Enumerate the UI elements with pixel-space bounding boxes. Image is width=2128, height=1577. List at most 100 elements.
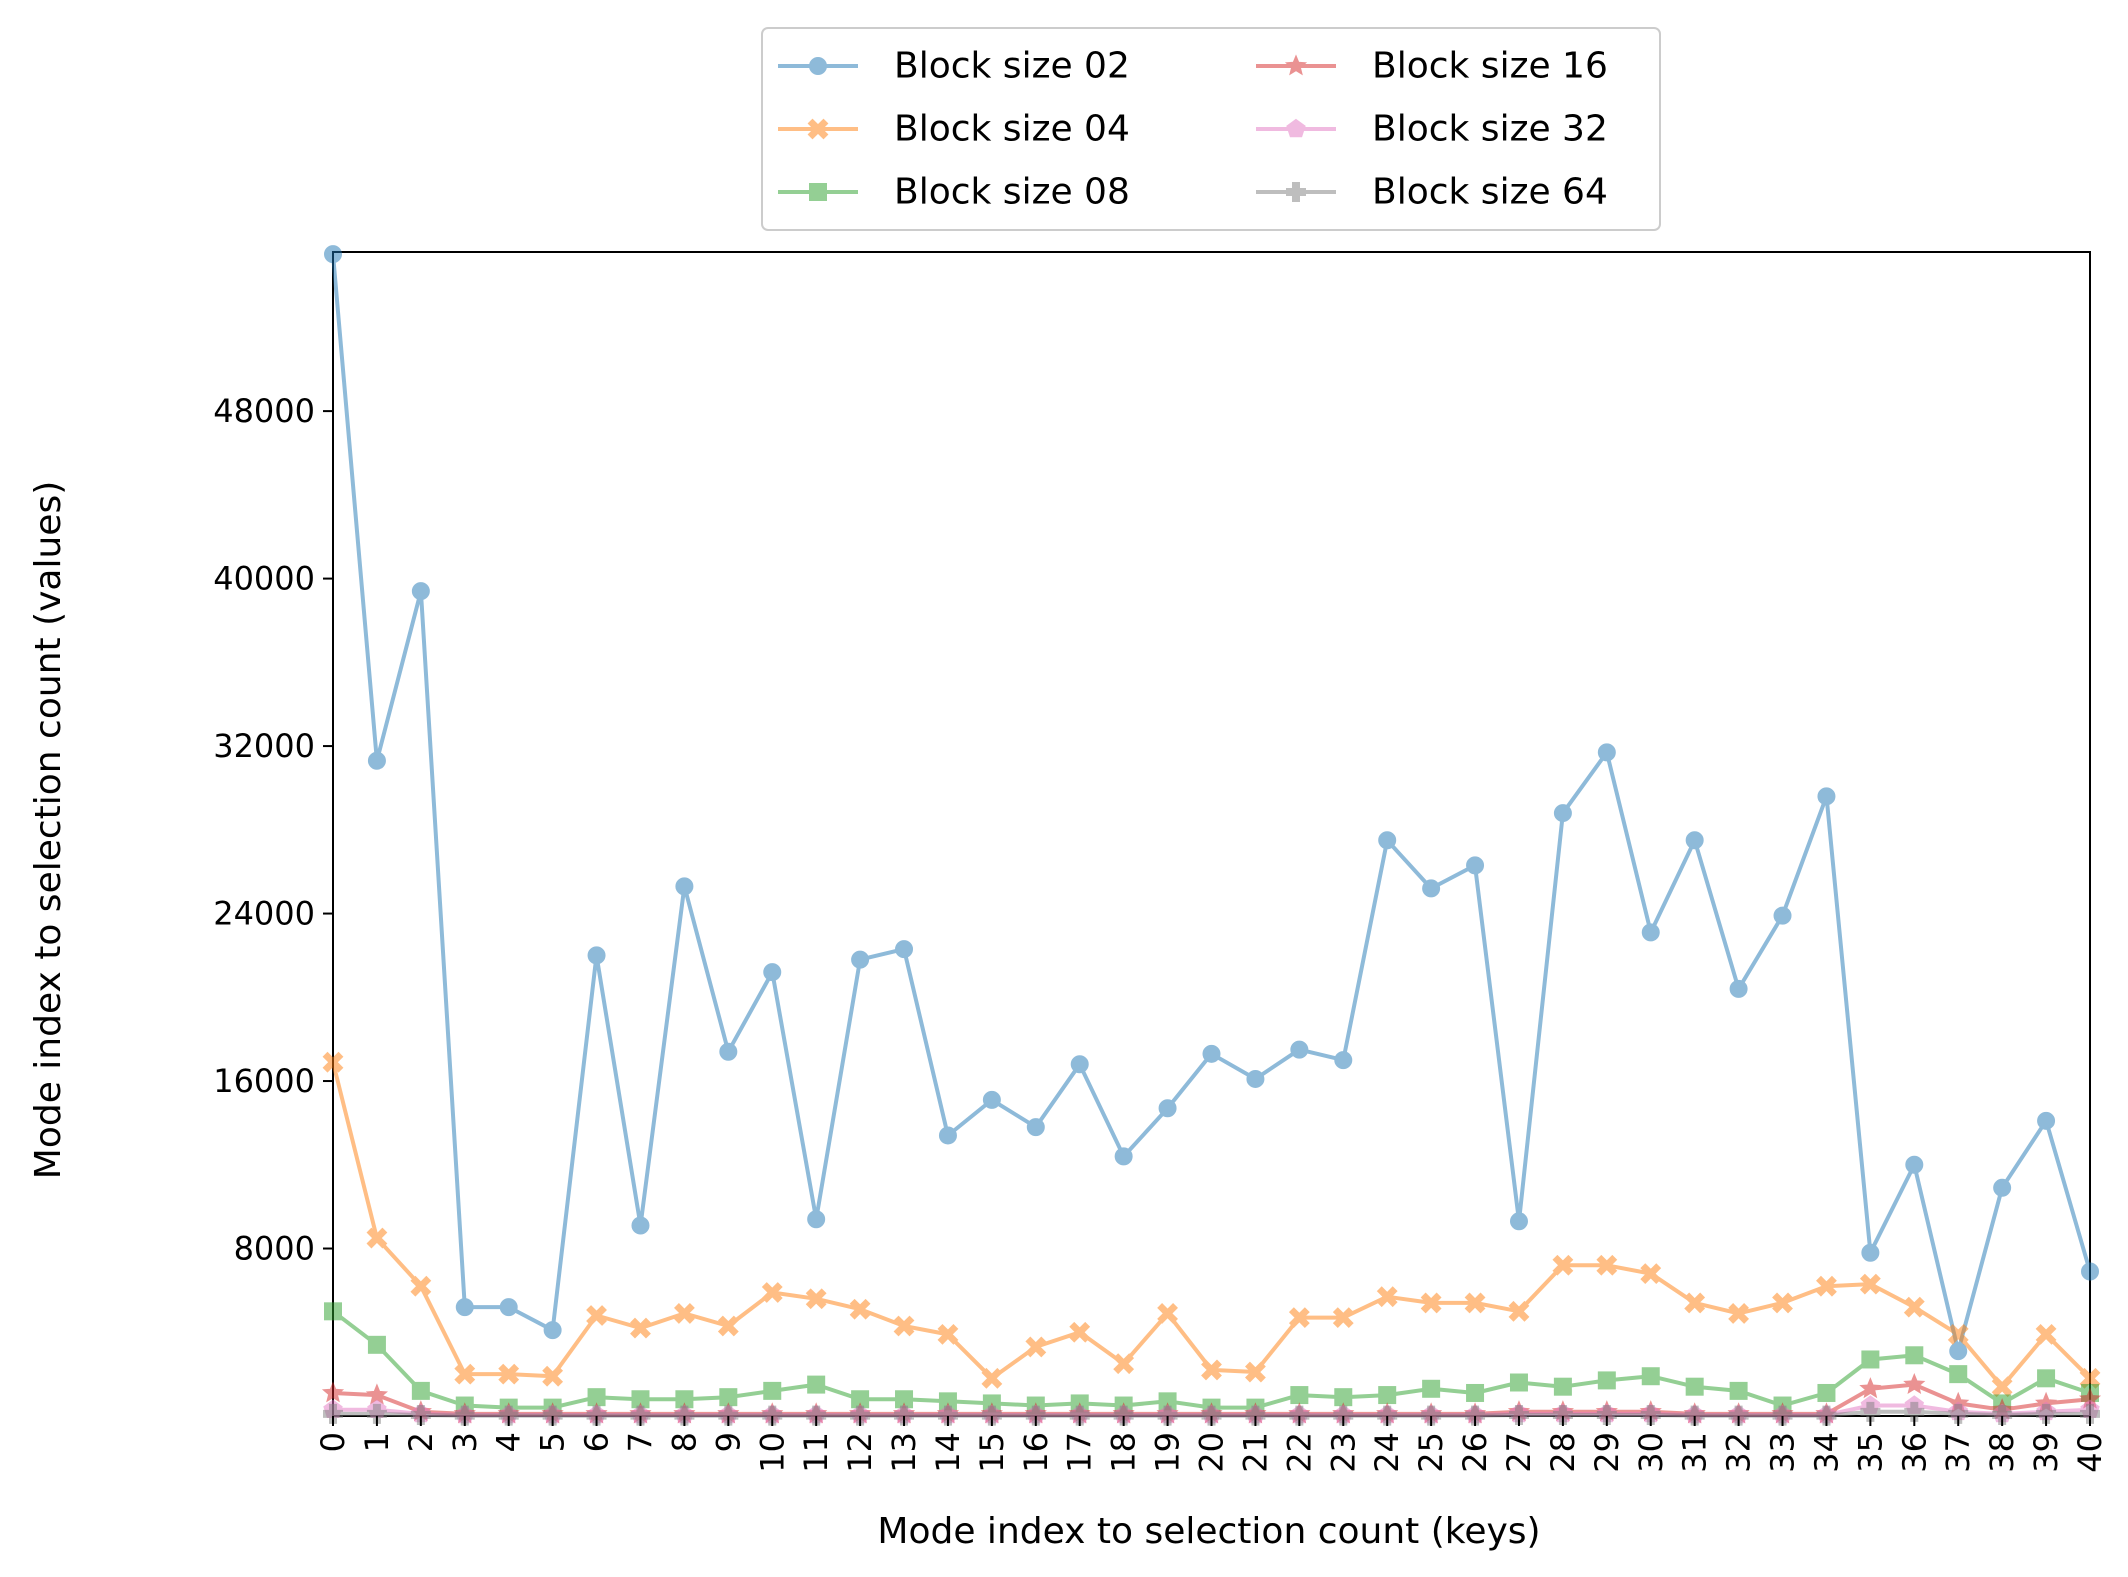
- data-point: [895, 940, 914, 959]
- data-point: [807, 1375, 826, 1394]
- legend-box: [761, 27, 1661, 231]
- data-point: [1552, 1404, 1573, 1425]
- data-point: [542, 1405, 563, 1426]
- data-point: [454, 1363, 476, 1385]
- series-1: [324, 245, 2099, 1361]
- data-point: [1289, 1405, 1310, 1426]
- y-tick-label: 8000: [234, 1230, 315, 1268]
- x-tick-label: 7: [621, 1432, 659, 1452]
- data-point: [1113, 1353, 1135, 1375]
- data-point: [324, 245, 342, 264]
- data-point: [1202, 1044, 1221, 1063]
- data-point: [1508, 1300, 1530, 1322]
- x-tick-label: 39: [2027, 1432, 2065, 1473]
- data-point: [761, 1282, 783, 1303]
- data-point: [982, 1090, 1001, 1109]
- data-point: [1949, 1365, 1968, 1384]
- data-point: [981, 1405, 1002, 1426]
- series-line: [331, 1061, 2092, 1389]
- data-point: [2079, 1367, 2101, 1389]
- data-point: [1070, 1055, 1089, 1074]
- data-point: [324, 1302, 342, 1321]
- data-point: [763, 1381, 782, 1400]
- legend-item: Block size 16: [1256, 46, 1608, 87]
- legend-item: Block size 64: [1256, 172, 1608, 213]
- data-point: [1290, 1040, 1309, 1059]
- x-tick-label: 16: [1017, 1432, 1055, 1473]
- data-point: [1420, 1292, 1442, 1314]
- legend-label: Block size 32: [1372, 109, 1608, 150]
- data-point: [1288, 1307, 1310, 1329]
- data-point: [1949, 1342, 1968, 1361]
- data-point: [1290, 1386, 1309, 1405]
- legend-item: Block size 08: [778, 172, 1130, 213]
- data-point: [1729, 979, 1748, 998]
- data-point: [365, 1383, 389, 1405]
- x-tick-label: 29: [1588, 1432, 1626, 1473]
- x-tick-label: 12: [841, 1432, 879, 1473]
- data-point: [937, 1323, 959, 1345]
- data-point: [454, 1405, 475, 1426]
- data-point: [719, 1042, 738, 1061]
- data-point: [1334, 1051, 1353, 1070]
- data-point: [1332, 1307, 1354, 1329]
- data-point: [455, 1298, 474, 1317]
- data-point: [718, 1405, 739, 1426]
- data-point: [1859, 1273, 1881, 1295]
- x-tick-label: 22: [1280, 1432, 1318, 1473]
- x-tick-label: 14: [929, 1432, 967, 1473]
- x-tick-label: 9: [709, 1432, 747, 1452]
- data-point: [1158, 1099, 1177, 1118]
- data-point: [587, 946, 606, 965]
- x-tick-label: 13: [885, 1432, 923, 1473]
- x-tick-label: 23: [1324, 1432, 1362, 1473]
- data-point: [1421, 1405, 1442, 1426]
- data-point: [1377, 1405, 1398, 1426]
- data-point: [1903, 1296, 1925, 1318]
- data-point: [367, 1335, 386, 1354]
- x-tick-label: 25: [1412, 1432, 1450, 1473]
- data-point: [763, 963, 782, 982]
- data-point: [1465, 1405, 1486, 1426]
- legend-label: Block size 64: [1372, 172, 1608, 213]
- data-point: [1596, 1254, 1618, 1276]
- data-point: [411, 582, 430, 601]
- x-tick-label: 30: [1632, 1432, 1670, 1473]
- data-point: [630, 1405, 651, 1426]
- data-point: [1069, 1321, 1091, 1343]
- data-point: [1816, 1275, 1837, 1297]
- data-point: [1684, 1405, 1705, 1426]
- data-point: [1772, 1292, 1793, 1314]
- y-tick-label: 40000: [213, 560, 315, 598]
- plot-frame: [332, 251, 2091, 1417]
- data-point: [1553, 1377, 1572, 1396]
- data-point: [675, 877, 694, 896]
- legend-marker: [807, 118, 829, 140]
- x-tick-label: 21: [1236, 1432, 1274, 1473]
- data-point: [2081, 1262, 2099, 1281]
- x-tick-label: 32: [1720, 1432, 1758, 1473]
- data-point: [1509, 1212, 1528, 1231]
- x-tick-label: 33: [1764, 1432, 1802, 1473]
- x-axis-label: Mode index to selection count (keys): [877, 1511, 1540, 1552]
- data-point: [1246, 1069, 1265, 1088]
- data-point: [1641, 1367, 1660, 1386]
- data-point: [1903, 1372, 1926, 1395]
- data-point: [499, 1298, 518, 1317]
- x-tick-label: 15: [973, 1432, 1011, 1473]
- x-tick-label: 34: [1807, 1432, 1845, 1473]
- data-point: [1861, 1350, 1880, 1369]
- data-point: [1905, 1346, 1924, 1365]
- data-point: [937, 1405, 958, 1426]
- data-point: [1378, 1386, 1397, 1405]
- data-point: [1728, 1405, 1749, 1426]
- series-6: [323, 1401, 2100, 1426]
- legend-marker: [1286, 118, 1306, 138]
- data-point: [1859, 1377, 1882, 1399]
- axes-layer: 0 1 2 3 4 5 6 7 8 9 10 11 12 13 14 15 16 17 18 19 20 21 22 23 24…: [213, 392, 2109, 1473]
- data-point: [1597, 1371, 1616, 1390]
- data-point: [1684, 1292, 1706, 1314]
- legend-item: Block size 32: [1256, 109, 1608, 150]
- data-point: [586, 1405, 607, 1426]
- x-tick-label: 27: [1500, 1432, 1538, 1473]
